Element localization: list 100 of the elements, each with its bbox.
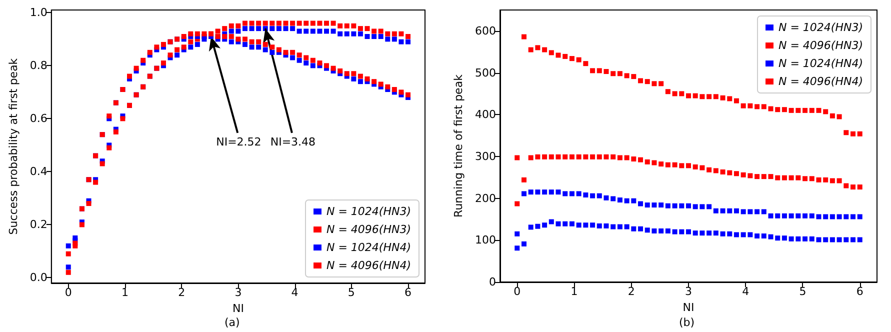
point [134, 66, 139, 71]
point [713, 94, 718, 100]
point [823, 237, 828, 242]
y-tick-label: 0.2 [30, 218, 48, 232]
annotation: NI=3.48 [270, 136, 316, 149]
legend-label: N = 1024(HN4) [326, 241, 411, 254]
point [816, 237, 822, 242]
point [809, 236, 814, 242]
point [652, 160, 657, 166]
point [215, 28, 220, 34]
point [296, 28, 302, 34]
point [692, 164, 698, 170]
point [768, 106, 774, 112]
point [748, 232, 753, 238]
point [188, 31, 194, 36]
text: (b) [679, 316, 695, 329]
point [590, 222, 596, 228]
point [202, 31, 207, 36]
point [754, 174, 760, 180]
point [296, 58, 302, 63]
point [542, 222, 548, 228]
point [617, 71, 622, 76]
point [692, 230, 698, 236]
point [358, 31, 363, 36]
point [604, 223, 609, 228]
point [378, 82, 384, 87]
point [700, 204, 705, 210]
point [596, 193, 602, 198]
point [672, 203, 678, 208]
point [256, 44, 262, 50]
point [802, 176, 808, 182]
point [160, 42, 166, 47]
point [249, 44, 254, 50]
point [270, 50, 275, 55]
point [638, 78, 644, 84]
point [638, 226, 644, 232]
point [624, 155, 630, 160]
point [768, 234, 774, 240]
point [679, 91, 684, 96]
point [372, 79, 377, 84]
y-axis-title: Running time of first peak [452, 74, 465, 218]
point [344, 71, 350, 76]
point [857, 237, 862, 242]
point [398, 90, 404, 95]
point [590, 154, 596, 160]
point [816, 177, 822, 182]
point [713, 208, 718, 214]
point [672, 229, 678, 234]
point [304, 28, 309, 34]
legend-label: N = 4096(HN4) [326, 259, 411, 272]
point [596, 223, 602, 228]
point [802, 236, 808, 242]
point [823, 177, 828, 182]
point [168, 52, 173, 58]
point [809, 176, 814, 182]
point [283, 50, 288, 55]
point [188, 39, 194, 44]
point [590, 193, 596, 198]
point [624, 224, 630, 230]
point [236, 36, 241, 42]
point [106, 145, 112, 150]
x-tick-label: 1 [121, 286, 128, 299]
point [740, 209, 746, 214]
point [596, 154, 602, 160]
point [768, 213, 774, 218]
point [290, 20, 296, 26]
point [652, 202, 657, 208]
y-tick-label: 0.6 [30, 112, 48, 126]
point [583, 154, 588, 160]
point [256, 39, 262, 44]
point [775, 213, 780, 218]
point [276, 26, 282, 32]
point [754, 209, 760, 214]
point [514, 155, 520, 160]
point [276, 47, 282, 52]
y-tick-label: 0.0 [30, 271, 48, 284]
point [351, 23, 356, 28]
point [836, 178, 842, 184]
point [768, 174, 774, 180]
point [788, 213, 794, 218]
point [398, 39, 404, 44]
point [324, 20, 330, 26]
point [631, 226, 636, 232]
point [816, 108, 822, 113]
point [385, 84, 390, 90]
point [748, 103, 753, 108]
point [727, 96, 732, 102]
point [535, 154, 540, 160]
point [174, 47, 180, 52]
point [351, 31, 356, 36]
point [679, 229, 684, 234]
point [672, 162, 678, 168]
point [734, 98, 739, 104]
point [658, 161, 664, 166]
point [809, 108, 814, 113]
point [358, 79, 363, 84]
point [556, 221, 561, 226]
point [638, 157, 644, 162]
y-tick-label: 300 [475, 150, 496, 163]
point [542, 47, 548, 52]
